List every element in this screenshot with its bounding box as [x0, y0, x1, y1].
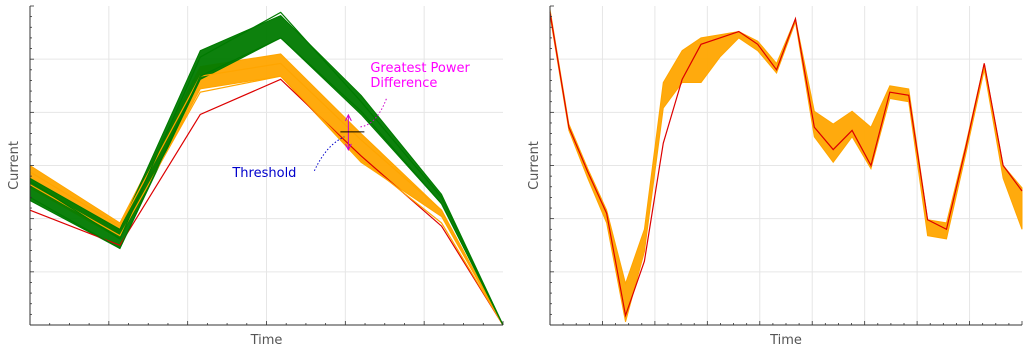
arrow-head-up [344, 113, 352, 122]
arrow-head-down [344, 143, 352, 151]
series-lines-right [549, 12, 1023, 318]
y-axis-label-right: Current [527, 141, 542, 190]
series-line-4 [29, 37, 504, 326]
series-line-0 [29, 78, 504, 326]
x-axis-label-left: Time [250, 333, 283, 348]
series-line-0 [549, 12, 1023, 318]
threshold-label: Threshold [231, 166, 296, 181]
orange-band-area [549, 9, 1023, 322]
series-line-1 [29, 62, 504, 326]
axes-right [549, 5, 1023, 326]
series-line-3 [29, 11, 504, 326]
axes-left [29, 5, 504, 326]
threshold-leader-line [313, 136, 345, 172]
power-leader-line [360, 98, 387, 128]
series-lines-left [29, 11, 504, 326]
chart-left: Greatest Power Difference Threshold Time… [7, 5, 504, 348]
greatest-power-label-line1: Greatest Power [370, 61, 470, 76]
series-line-2 [29, 75, 504, 326]
gridlines-right [550, 6, 1022, 325]
greatest-power-label-line2: Difference [370, 76, 437, 91]
y-axis-label-left: Current [7, 141, 22, 190]
annotations-left: Greatest Power Difference Threshold [231, 61, 470, 181]
x-axis-label-right: Time [769, 333, 802, 348]
orange-band-right [549, 9, 1023, 322]
chart-right: Time Current [527, 5, 1023, 348]
